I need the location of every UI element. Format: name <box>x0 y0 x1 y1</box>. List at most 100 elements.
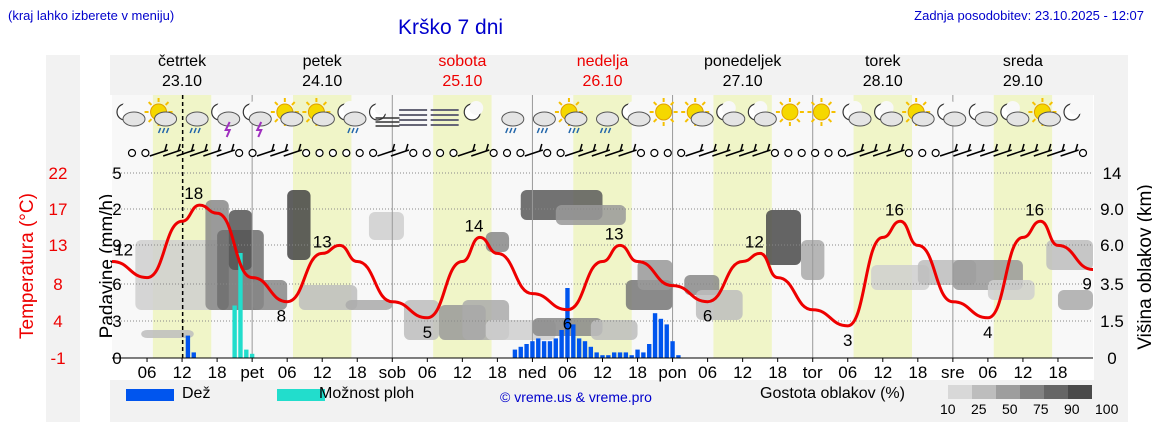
day-name: torek <box>864 53 901 70</box>
showers-bar <box>244 349 249 358</box>
cloud-shape <box>690 111 714 127</box>
moon-cut <box>248 101 263 115</box>
temperature-label: 6 <box>563 315 572 334</box>
wind-calm-icon <box>342 148 351 158</box>
cloud-height-tick-label: 1.5 <box>1100 312 1124 331</box>
x-day-tick-label: tor <box>803 363 823 382</box>
x-day-tick-label: sob <box>379 363 406 382</box>
rain-bar <box>530 341 535 358</box>
rain-legend-label: Dež <box>182 385 211 402</box>
day-label: ponedeljek 27.10 <box>688 52 798 92</box>
wind-barb-flag <box>217 143 222 152</box>
credit-link[interactable]: © vreme.us & vreme.pro <box>500 389 652 405</box>
density-swatch <box>948 385 972 399</box>
x-hour-tick-label: 18 <box>208 363 227 382</box>
x-hour-tick-label: 12 <box>313 363 332 382</box>
wind-barb-flag <box>606 143 610 152</box>
moon-cloud-icon <box>937 101 967 127</box>
moon-cut <box>753 101 768 115</box>
rain-bar <box>647 344 652 358</box>
density-level-label: 25 <box>971 401 987 417</box>
cloud-density-title: Gostota oblakov (%) <box>760 385 905 402</box>
wind-calm-icon <box>650 148 659 158</box>
cloud-height-tick-label: 6.0 <box>1100 236 1124 255</box>
x-hour-tick-label: 12 <box>173 363 192 382</box>
sun-ray <box>558 118 563 123</box>
wind-barb-flag <box>887 143 891 152</box>
moon-cloud-icon <box>1000 101 1030 127</box>
wind-calm-icon <box>516 148 525 158</box>
wind-barb-flag <box>177 143 181 152</box>
wind-barb-flag <box>485 143 489 152</box>
temperature-label: 13 <box>313 232 332 251</box>
sun-ray <box>653 118 658 123</box>
cloud-shape <box>564 111 588 127</box>
wind-barb-flag <box>766 143 771 152</box>
sun-ray <box>684 101 689 106</box>
wind-calm-icon <box>235 148 244 158</box>
moon-thunder-icon <box>211 101 241 138</box>
rain-bar <box>629 355 634 358</box>
daylight-band <box>993 95 1053 358</box>
last-updated: Zadnja posodobitev: 23.10.2025 - 12:07 <box>914 8 1144 23</box>
temperature-tick-label: 17 <box>49 200 68 219</box>
wind-calm-icon <box>449 148 458 158</box>
wind-barb-flag <box>619 143 623 152</box>
wind-calm-icon <box>918 148 927 158</box>
cloud-density-patch <box>695 290 743 320</box>
x-hour-tick-label: 06 <box>698 363 717 382</box>
rain-drop <box>599 127 604 134</box>
cloud-density-patch <box>766 210 802 265</box>
rain-drop <box>607 127 612 134</box>
x-hour-tick-label: 06 <box>838 363 857 382</box>
precip-tick-label: 6 <box>112 275 121 294</box>
wind-barb-flag <box>753 143 757 152</box>
x-hour-tick-label: 06 <box>138 363 157 382</box>
wind-calm-icon <box>904 148 913 158</box>
wind-calm-icon <box>315 148 324 158</box>
sun-ray <box>905 118 910 123</box>
wind-barb-flag <box>1074 143 1079 152</box>
temperature-label: 8 <box>277 307 286 326</box>
sun-ray <box>905 101 910 106</box>
temperature-label: 14 <box>465 216 484 235</box>
moon-cut <box>942 101 957 115</box>
cloud-shape <box>753 111 777 127</box>
sun-ray <box>827 118 833 123</box>
cloud-shape <box>343 111 367 127</box>
x-hour-tick-label: 18 <box>628 363 647 382</box>
sun-ray <box>669 101 675 106</box>
day-date: 29.10 <box>1002 73 1043 90</box>
wind-calm-icon <box>784 148 793 158</box>
x-hour-tick-label: 12 <box>453 363 472 382</box>
wind-barb-flag <box>231 143 235 152</box>
wind-calm-icon <box>302 148 311 158</box>
cloud-density-patch <box>228 210 253 270</box>
density-level-label: 10 <box>940 401 956 417</box>
cloud-density-patch <box>345 300 393 310</box>
sun-cloud-rain-icon <box>554 98 588 134</box>
rain-bar <box>658 318 664 358</box>
day-label: četrtek 23.10 <box>127 52 237 92</box>
wind-barb-flag <box>994 143 998 152</box>
temperature-tick-label: 4 <box>53 312 62 331</box>
rain-bar <box>623 352 629 358</box>
day-label: sreda 29.10 <box>968 52 1078 92</box>
temperature-line: 12 18 8 13 5 14 6 13 6 12 3 16 4 16 9 <box>111 184 1094 350</box>
moon-cut <box>721 101 736 115</box>
rain-bar <box>641 352 646 358</box>
temperature-label: 12 <box>114 240 133 259</box>
cloud-density-patch <box>252 280 288 310</box>
lightning <box>224 121 232 138</box>
density-swatch <box>1068 385 1092 399</box>
rain-bar <box>611 352 617 358</box>
rain-bar <box>606 355 611 358</box>
x-hour-tick-label: 12 <box>873 363 892 382</box>
cloud-shape <box>280 111 304 127</box>
day-label: nedelja 26.10 <box>548 52 658 92</box>
rain-drop <box>165 127 170 134</box>
rain-drop <box>193 127 197 134</box>
sun-ray <box>291 101 296 106</box>
moon-cut <box>1069 101 1083 115</box>
cloud-shape <box>1006 111 1030 127</box>
